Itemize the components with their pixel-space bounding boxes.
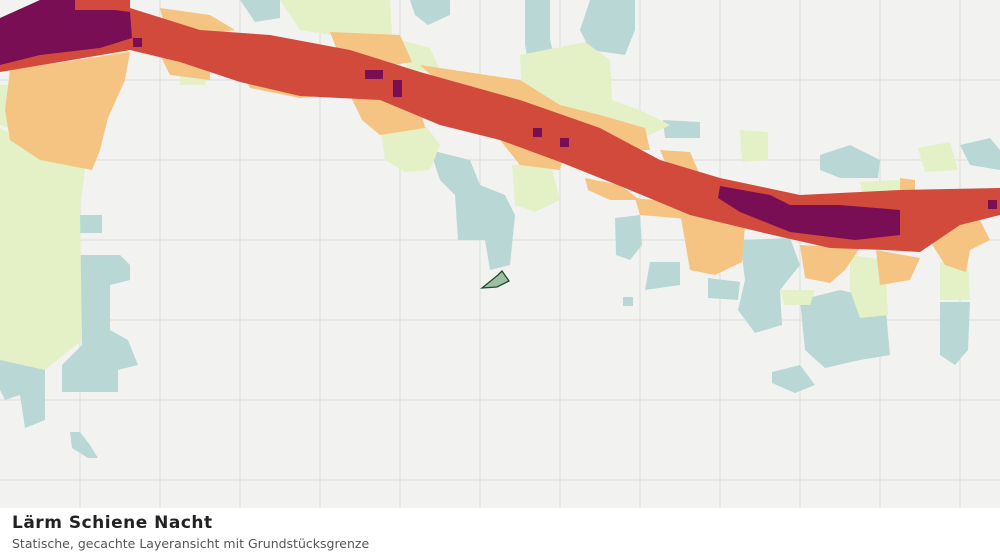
noise-zone-highest <box>0 0 997 240</box>
map-subtitle: Statische, gecachte Layeransicht mit Gru… <box>12 536 370 551</box>
map-title: Lärm Schiene Nacht <box>12 513 213 533</box>
parcel-boundary <box>480 269 510 289</box>
noise-zone-low <box>0 0 970 370</box>
map <box>0 0 1000 508</box>
noise-zone-high <box>0 0 1000 252</box>
